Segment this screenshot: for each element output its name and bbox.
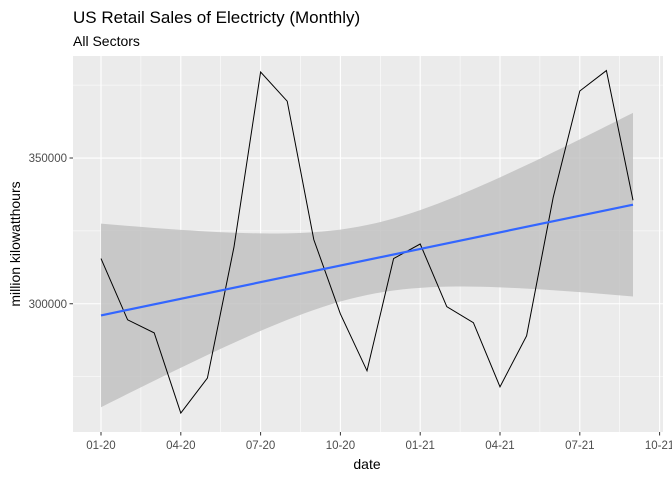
- x-tick-label: 10-21: [645, 440, 672, 452]
- x-axis-title: date: [353, 456, 380, 472]
- chart-subtitle: All Sectors: [73, 33, 140, 49]
- x-tick-label: 04-21: [485, 440, 514, 452]
- x-tick-label: 01-20: [86, 440, 115, 452]
- y-axis-title: million kilowatthours: [7, 181, 23, 306]
- x-tick-label: 01-21: [405, 440, 434, 452]
- x-tick-label: 10-20: [326, 440, 355, 452]
- data-layer: [100, 69, 634, 415]
- x-axis: 01-20 04-20 07-20 10-20 01-21 04-21 07-21 10-21: [86, 432, 672, 452]
- y-tick-label: 300000: [29, 299, 67, 311]
- chart-title: US Retail Sales of Electricty (Monthly): [73, 8, 360, 27]
- x-tick-label: 07-20: [246, 440, 275, 452]
- x-tick-label: 04-20: [166, 440, 195, 452]
- series-line: [100, 69, 634, 415]
- x-tick-label: 07-21: [565, 440, 594, 452]
- trend-layer: [100, 203, 634, 317]
- y-axis: 300000 350000: [29, 153, 73, 311]
- y-tick-label: 350000: [29, 153, 67, 165]
- trend-line: [100, 203, 634, 317]
